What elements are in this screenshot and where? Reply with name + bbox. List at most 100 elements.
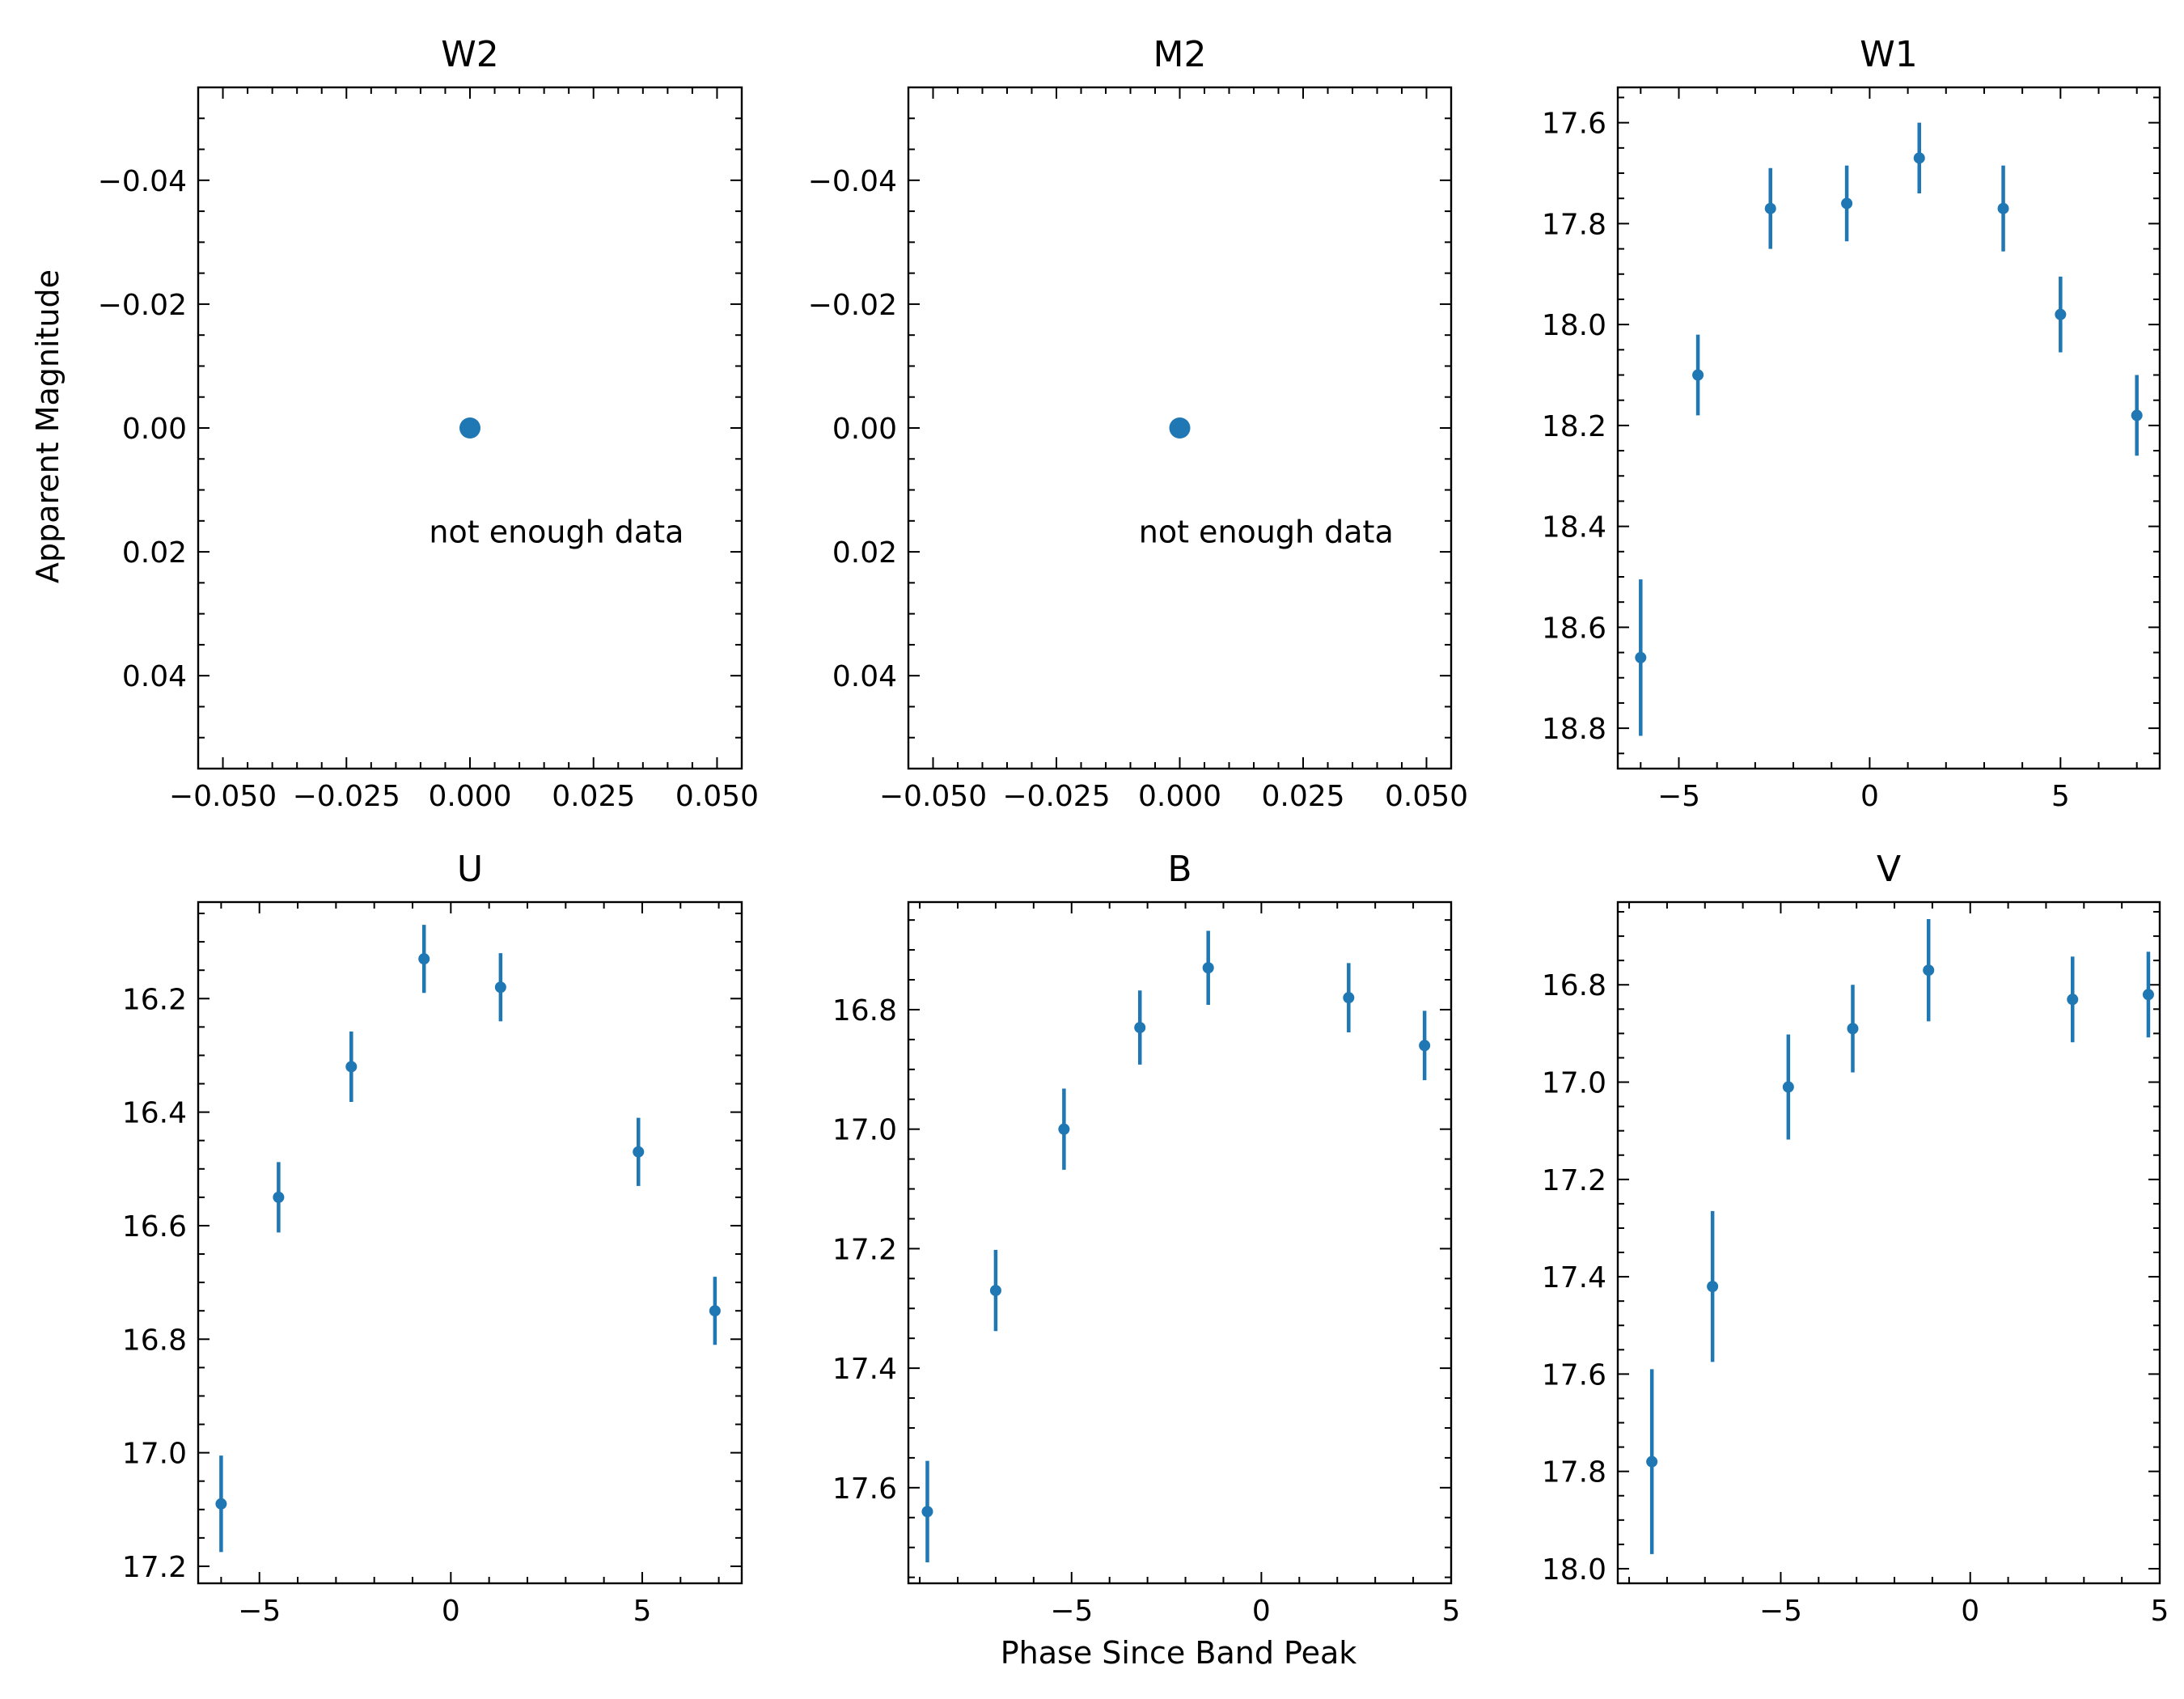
x-tick-label: 0.025 xyxy=(1261,780,1344,813)
data-point xyxy=(1646,1455,1658,1468)
x-tick-label: 0.050 xyxy=(1385,780,1468,813)
y-tick-label: 16.8 xyxy=(122,1324,187,1357)
x-tick-label: −0.050 xyxy=(169,780,277,813)
data-point xyxy=(2131,409,2143,422)
y-tick-label: 17.4 xyxy=(832,1353,897,1386)
data-point xyxy=(1841,197,1853,210)
y-tick-label: 16.8 xyxy=(1542,969,1606,1002)
x-tick-label: 0 xyxy=(1961,1595,1979,1628)
axes-frame xyxy=(907,900,1453,1585)
panel-title: W2 xyxy=(441,34,499,75)
data-point xyxy=(1923,964,1935,977)
data-point xyxy=(215,1498,227,1510)
panel-v: V −5 0 5 16.8 17.0 17.2 17.4 17.6 17.8 18.0 xyxy=(1542,849,2169,1628)
x-tick-label: 5 xyxy=(2151,1595,2169,1628)
data-point xyxy=(1419,1040,1431,1052)
y-tick-label: 17.2 xyxy=(832,1233,897,1266)
data-point xyxy=(1134,1022,1146,1034)
data-point xyxy=(2142,989,2154,1001)
data-point xyxy=(1343,992,1355,1004)
data-point xyxy=(1782,1081,1794,1093)
x-tick-label: 0.025 xyxy=(552,780,635,813)
y-tick-label: 17.6 xyxy=(832,1472,897,1506)
panel-b: B −5 0 5 16.8 17.0 17.2 17.4 17.6 xyxy=(832,849,1461,1628)
data-point xyxy=(2067,994,2079,1006)
data-point xyxy=(1058,1123,1070,1135)
data-point xyxy=(459,417,480,439)
data-point xyxy=(1913,152,1925,164)
y-tick-label: 16.8 xyxy=(832,994,897,1027)
y-tick-label: 18.8 xyxy=(1542,713,1606,746)
y-tick-label: 17.0 xyxy=(832,1114,897,1147)
x-tick-label: 0 xyxy=(1860,780,1879,813)
x-tick-label: 0.000 xyxy=(1138,780,1221,813)
data-point xyxy=(989,1285,1001,1297)
x-tick-label: −5 xyxy=(1657,780,1700,813)
panel-title: U xyxy=(457,849,483,890)
x-tick-label: 0 xyxy=(442,1595,460,1628)
y-tick-label: 17.6 xyxy=(1542,1358,1606,1392)
y-tick-label: 17.0 xyxy=(122,1438,187,1471)
y-tick-label: 0.04 xyxy=(122,660,187,693)
y-tick-label: 17.6 xyxy=(1542,108,1606,141)
data-point xyxy=(273,1191,285,1203)
data-point xyxy=(1202,962,1214,974)
data-point xyxy=(1707,1281,1719,1293)
data-point xyxy=(1764,202,1776,214)
y-tick-label: −0.04 xyxy=(808,165,897,198)
y-tick-label: 0.02 xyxy=(832,536,897,570)
y-tick-label: 18.0 xyxy=(1542,1553,1606,1587)
x-tick-label: 0.050 xyxy=(675,780,759,813)
y-tick-label: 0.04 xyxy=(832,660,897,693)
x-tick-label: −5 xyxy=(1050,1595,1093,1628)
y-tick-label: 0.02 xyxy=(122,536,187,570)
data-point xyxy=(1169,417,1191,439)
y-tick-label: 17.2 xyxy=(1542,1164,1606,1197)
panel-title: B xyxy=(1167,849,1191,890)
data-point xyxy=(709,1305,721,1317)
x-tick-label: −0.050 xyxy=(879,780,987,813)
y-tick-label: 0.00 xyxy=(832,413,897,446)
x-tick-label: −5 xyxy=(238,1595,281,1628)
y-tick-label: 16.2 xyxy=(122,983,187,1016)
x-tick-label: 0 xyxy=(1252,1595,1271,1628)
y-tick-label: −0.02 xyxy=(808,289,897,322)
y-tick-label: 16.6 xyxy=(122,1210,187,1244)
data-point xyxy=(1635,651,1647,663)
y-tick-label: 17.0 xyxy=(1542,1067,1606,1100)
y-tick-label: −0.02 xyxy=(98,289,187,322)
axes-frame xyxy=(1616,86,2161,770)
data-point xyxy=(1692,369,1704,381)
y-tick-label: 18.4 xyxy=(1542,511,1606,544)
y-tick-label: 17.4 xyxy=(1542,1261,1606,1294)
panel-w1: W1 −5 0 5 17.6 17.8 18.0 18.2 18.4 18.6 18.8 xyxy=(1542,34,2161,813)
y-tick-label: 17.8 xyxy=(1542,1456,1606,1489)
data-point xyxy=(418,953,430,965)
x-axis-label: Phase Since Band Peak xyxy=(1001,1635,1357,1671)
axes-frame xyxy=(1616,900,2161,1585)
y-axis-label: Apparent Magnitude xyxy=(30,269,66,583)
y-tick-label: 18.0 xyxy=(1542,309,1606,342)
y-tick-label: 0.00 xyxy=(122,413,187,446)
x-tick-label: −5 xyxy=(1759,1595,1802,1628)
x-tick-label: −0.025 xyxy=(293,780,400,813)
axes-frame xyxy=(197,900,743,1585)
data-point xyxy=(494,981,506,994)
data-point xyxy=(1997,202,2009,214)
panel-m2: M2 −0.050 −0.025 0.000 0.025 0.050 −0.04 −0.02 0… xyxy=(808,34,1468,813)
panel-title: M2 xyxy=(1153,34,1207,75)
panel-title: V xyxy=(1877,849,1901,890)
panel-w2: W2 −0.050 −0.025 0.000 0.025 0.050 −0.04 −0.02 0… xyxy=(98,34,759,813)
x-tick-label: −0.025 xyxy=(1002,780,1110,813)
data-point xyxy=(2055,308,2067,320)
panel-title: W1 xyxy=(1860,34,1918,75)
data-point xyxy=(345,1061,358,1073)
y-tick-label: 17.8 xyxy=(1542,208,1606,241)
data-point xyxy=(633,1146,645,1158)
not-enough-data-note: not enough data xyxy=(429,515,684,550)
data-point xyxy=(1847,1023,1859,1035)
y-tick-label: 17.2 xyxy=(122,1551,187,1584)
panels: W2−0.050 −0.025 0.000 0.025 0.050−0.04−0.020… xyxy=(98,34,2169,1628)
